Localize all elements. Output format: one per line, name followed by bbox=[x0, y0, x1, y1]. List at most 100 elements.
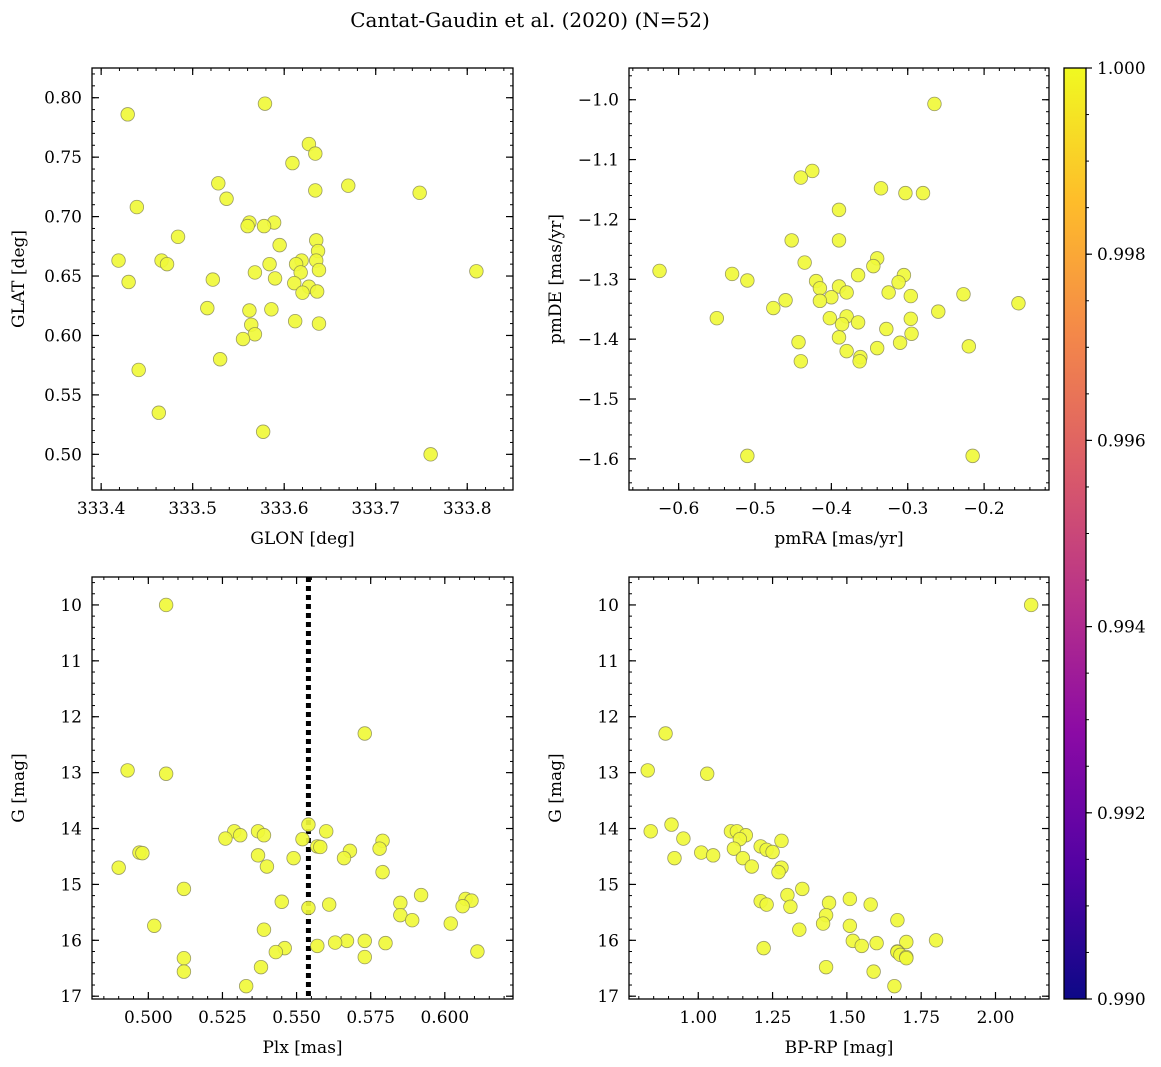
figure-title: Cantat-Gaudin et al. (2020) (N=52) bbox=[350, 8, 710, 32]
colorbar: 0.990 0.992 0.994 0.996 0.998 1.000 bbox=[1063, 59, 1146, 1010]
scatter-point bbox=[267, 271, 283, 286]
y-axis-label: pmDE [mas/yr] bbox=[546, 214, 566, 344]
scatter-point bbox=[293, 265, 308, 280]
scatter-point bbox=[259, 859, 275, 874]
y-tick-label: 0.55 bbox=[44, 386, 82, 406]
x-axis-label: GLON [deg] bbox=[250, 529, 354, 549]
scatter-point bbox=[120, 763, 135, 778]
scatter-point bbox=[903, 311, 918, 327]
x-axis-label: BP-RP [mag] bbox=[785, 1038, 894, 1058]
scatter-point bbox=[238, 978, 254, 994]
scatter-point bbox=[892, 335, 908, 350]
scatter-point bbox=[818, 959, 834, 975]
scatter-point bbox=[211, 176, 226, 191]
scatter-point bbox=[311, 262, 327, 278]
scatter-point bbox=[740, 448, 755, 464]
x-tick-label: 0.500 bbox=[124, 1008, 173, 1028]
x-tick-label: 1.00 bbox=[679, 1008, 717, 1028]
scatter-point bbox=[805, 163, 820, 179]
colorbar-tick-label: 0.996 bbox=[1097, 431, 1146, 451]
scatter-point bbox=[915, 185, 931, 201]
panel-plx-g: 0.500 0.525 0.550 0.575 0.600 10 11 12 13 14 15 16 1… bbox=[9, 576, 514, 1058]
colorbar-tick-label: 0.994 bbox=[1097, 618, 1146, 638]
scatter-point bbox=[218, 831, 233, 846]
y-tick-label: 15 bbox=[597, 875, 619, 895]
scatter-point bbox=[262, 256, 277, 272]
scatter-point bbox=[869, 340, 885, 356]
scatter-point bbox=[393, 895, 408, 911]
x-axis-label: pmRA [mas/yr] bbox=[774, 529, 903, 549]
scatter-point bbox=[839, 285, 854, 300]
scatter-point bbox=[287, 275, 302, 291]
scatter-point bbox=[780, 887, 795, 903]
scatter-point bbox=[308, 183, 323, 198]
y-tick-label: 0.70 bbox=[44, 208, 82, 228]
scatter-point bbox=[147, 918, 162, 933]
scatter-point bbox=[242, 303, 257, 318]
scatter-point bbox=[850, 315, 866, 330]
scatter-point bbox=[640, 763, 655, 778]
scatter-point bbox=[898, 185, 913, 201]
scatter-point bbox=[170, 229, 186, 245]
scatter-point bbox=[129, 199, 145, 215]
scatter-point bbox=[881, 285, 896, 300]
scatter-point bbox=[121, 274, 136, 290]
y-axis-label: G [mag] bbox=[546, 753, 566, 822]
x-tick-label: 1.25 bbox=[754, 1008, 792, 1028]
scatter-point bbox=[336, 850, 352, 866]
scatter-point bbox=[268, 944, 284, 960]
y-tick-label: 16 bbox=[60, 931, 82, 951]
y-tick-label: 11 bbox=[60, 652, 82, 672]
scatter-point bbox=[831, 330, 847, 345]
scatter-point bbox=[158, 766, 174, 781]
x-axis-label: Plx [mas] bbox=[262, 1038, 342, 1058]
colorbar-tick-label: 0.998 bbox=[1097, 245, 1146, 265]
scatter-point bbox=[783, 899, 798, 914]
scatter-point bbox=[866, 964, 881, 979]
scatter-point bbox=[240, 218, 255, 234]
axes-frame bbox=[628, 67, 1050, 491]
scatter-point bbox=[852, 354, 867, 369]
scatter-point bbox=[866, 258, 881, 274]
scatter-point bbox=[313, 839, 328, 855]
x-tick-label: −0.4 bbox=[811, 499, 852, 519]
scatter-point bbox=[443, 916, 458, 931]
x-tick-label: 0.600 bbox=[420, 1008, 469, 1028]
y-tick-label: 17 bbox=[60, 987, 82, 1007]
scatter-point bbox=[151, 405, 167, 420]
scatter-point bbox=[791, 334, 806, 350]
scatter-point bbox=[879, 321, 894, 337]
scatter-point bbox=[308, 146, 323, 161]
scatter-point bbox=[899, 934, 914, 950]
scatter-point bbox=[928, 933, 944, 948]
scatter-point bbox=[205, 272, 221, 287]
scatter-point bbox=[158, 597, 174, 613]
y-tick-label: −1.2 bbox=[578, 210, 619, 230]
scatter-point bbox=[272, 237, 287, 253]
scatter-point bbox=[899, 950, 914, 966]
scatter-point bbox=[658, 726, 673, 741]
scatter-point bbox=[111, 860, 126, 875]
scatter-point bbox=[795, 881, 810, 897]
colorbar-gradient bbox=[1063, 67, 1087, 1000]
x-tick-label: 0.525 bbox=[198, 1008, 247, 1028]
x-tick-label: −0.3 bbox=[887, 499, 928, 519]
scatter-point bbox=[793, 170, 809, 185]
scatter-point bbox=[200, 300, 215, 316]
colorbar-tick-label: 1.000 bbox=[1097, 59, 1146, 79]
scatter-point bbox=[854, 938, 869, 954]
y-axis-label: G [mag] bbox=[9, 753, 29, 822]
scatter-point bbox=[771, 864, 786, 880]
y-tick-label: 12 bbox=[597, 708, 619, 728]
scatter-point bbox=[792, 922, 807, 937]
scatter-point bbox=[850, 267, 866, 283]
y-tick-label: 17 bbox=[597, 987, 619, 1007]
scatter-point bbox=[744, 859, 759, 874]
scatter-point bbox=[372, 841, 387, 856]
panel-glon-glat: 333.4 333.5 333.6 333.7 333.8 0.50 0.55 0.60 0.6… bbox=[9, 67, 514, 549]
x-tick-label: 0.550 bbox=[272, 1008, 321, 1028]
scatter-point bbox=[404, 912, 420, 928]
y-tick-label: −1.5 bbox=[578, 390, 619, 410]
scatter-point bbox=[1011, 296, 1026, 311]
